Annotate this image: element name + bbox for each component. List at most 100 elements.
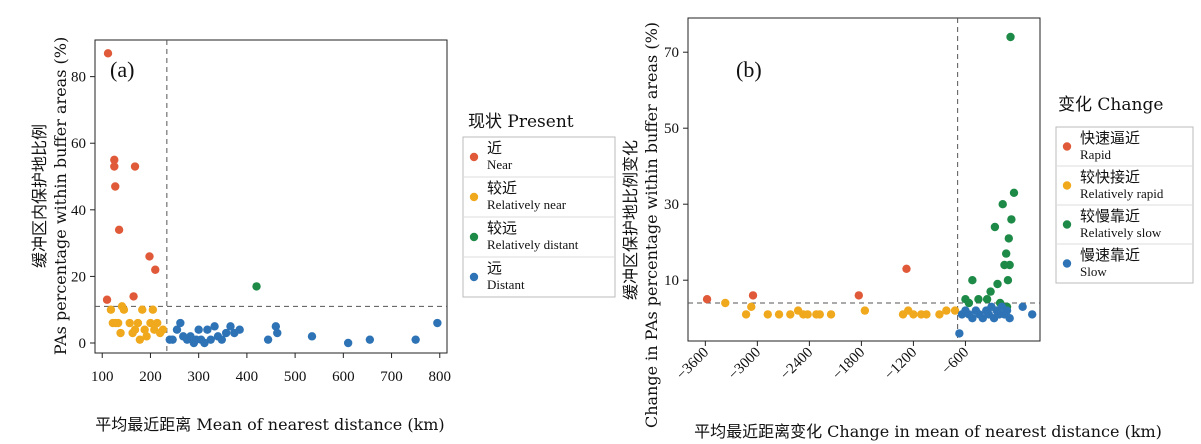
panel-b-x-tick-label: −3600 — [674, 345, 713, 384]
panel-b-plot-area — [687, 17, 1041, 342]
panel-b-point-series-2 — [803, 310, 812, 319]
panel-a-point-series-2 — [140, 325, 149, 334]
panel-b-point-series-2 — [763, 310, 772, 319]
panel-a-y-axis-title-zh: 缓冲区内保护地比例 — [30, 124, 49, 268]
panel-a-point-series-4 — [307, 332, 317, 341]
panel-a-legend-swatch — [469, 152, 479, 162]
panel-b-point-series-3 — [1005, 260, 1014, 270]
panel-a-legend-title: 现状 Present — [468, 112, 574, 132]
panel-a-point-series-4 — [411, 335, 420, 344]
panel-a-legend-label-en: Distant — [487, 277, 525, 292]
panel-b-legend-swatch — [1062, 181, 1072, 190]
panel-a-legend-label-zh: 较远 — [487, 219, 517, 237]
panel-b-legend-swatch — [1062, 220, 1072, 229]
panel-b-point-series-3 — [974, 295, 983, 304]
panel-a-point-series-2 — [158, 325, 168, 334]
panel-b-point-series-2 — [721, 298, 730, 308]
panel-a-legend-label-en: Near — [487, 157, 513, 172]
panel-b-point-series-1 — [702, 295, 712, 304]
panel-b-point-series-4 — [1002, 306, 1012, 315]
panel-a-legend-label-en: Relatively near — [487, 197, 567, 212]
panel-a-point-series-2 — [113, 318, 123, 328]
panel-b-y-tick-label: 30 — [664, 197, 679, 213]
panel-a-point-series-2 — [125, 318, 134, 328]
panel-a-point-series-2 — [116, 328, 125, 338]
panel-a-point-series-1 — [102, 295, 112, 304]
panel-a-point-series-1 — [110, 155, 119, 165]
panel-a-x-tick-label: 500 — [284, 369, 307, 385]
panel-a-point-series-4 — [203, 325, 212, 334]
panel-a-legend-swatch — [469, 232, 479, 242]
panel-b-point-series-3 — [998, 200, 1007, 209]
panel-b-point-series-2 — [786, 310, 795, 319]
panel-b-point-series-3 — [990, 222, 1000, 232]
panel-b-y-axis-title-zh: 缓冲区保护地比例变化 — [621, 140, 640, 300]
panel-a-point-series-4 — [200, 338, 209, 348]
panel-a-x-tick-label: 300 — [187, 369, 210, 385]
panel-b-point-series-4 — [955, 329, 964, 338]
panel-a-point-series-2 — [148, 305, 158, 314]
panel-b-x-tick-label: −1800 — [830, 345, 869, 384]
panel-b-point-series-2 — [815, 310, 824, 319]
panel-a-point-series-3 — [252, 282, 261, 291]
panel-a-x-tick-label: 700 — [380, 369, 403, 385]
panel-b-point-series-1 — [854, 291, 863, 300]
panel-a-x-tick-label: 200 — [139, 369, 162, 385]
panel-b: −3600 −3000 −2400 −1800 −1200 −600 10 30 50 70 (… — [621, 17, 1162, 441]
panel-a-point-series-2 — [142, 332, 151, 341]
panel-a-point-series-1 — [111, 182, 120, 191]
panel-b-point-series-4 — [978, 314, 987, 323]
panel-a-point-series-4 — [235, 325, 244, 334]
panel-a-point-series-4 — [210, 322, 219, 331]
panel-b-legend-swatch — [1062, 259, 1072, 268]
panel-b-y-tick-label: 50 — [664, 121, 679, 137]
panel-b-point-series-2 — [860, 306, 870, 315]
panel-a-legend-swatch — [469, 272, 479, 282]
panel-b-point-series-4 — [1018, 302, 1027, 311]
panel-b-y-tick-label: 70 — [664, 45, 679, 61]
panel-b-point-series-4 — [1027, 310, 1037, 319]
panel-b-legend-label-en: Rapid — [1080, 147, 1112, 162]
panel-b-x-tick-label: −600 — [939, 345, 972, 378]
panel-b-point-series-3 — [986, 287, 995, 296]
panel-a-point-series-1 — [145, 252, 154, 261]
panel-a-point-series-2 — [135, 335, 145, 344]
panel-b-point-series-2 — [741, 310, 751, 319]
panel-a-point-series-2 — [133, 318, 143, 328]
panel-b-point-series-3 — [1003, 276, 1013, 285]
panel-b-x-axis-title: 平均最近距离变化 Change in mean of nearest dista… — [694, 422, 1162, 441]
panel-a-y-tick-label: 60 — [71, 136, 86, 152]
panel-b-point-series-3 — [993, 279, 1002, 289]
panel-a-point-series-4 — [194, 325, 203, 334]
panel-a-legend-label-zh: 远 — [487, 259, 502, 277]
panel-a-point-series-1 — [129, 292, 138, 301]
panel-a-legend-label-en: Relatively distant — [487, 237, 579, 252]
panel-b-x-tick-label: −2400 — [778, 345, 817, 384]
panel-b-legend-swatch — [1062, 142, 1072, 151]
panel-a-x-axis-title: 平均最近距离 Mean of nearest distance (km) — [95, 415, 444, 434]
panel-a-point-series-1 — [103, 49, 113, 58]
panel-b-point-series-2 — [826, 310, 836, 319]
panel-a-point-series-1 — [114, 225, 124, 234]
panel-a-point-series-1 — [110, 162, 119, 171]
panel-b-legend-label-en: Relatively slow — [1080, 225, 1162, 240]
panel-b-point-series-3 — [1004, 234, 1013, 243]
panel-a-point-series-4 — [273, 328, 282, 338]
panel-a-point-series-2 — [153, 318, 162, 328]
panel-a-y-axis-title-en: PAs percentage within buffer areas (%) — [51, 37, 70, 355]
panel-a-point-series-4 — [271, 322, 281, 331]
panel-a-legend-swatch — [469, 192, 479, 202]
panel-a-x-tick-label: 100 — [91, 369, 114, 385]
panel-a-point-series-4 — [168, 335, 177, 344]
panel-a-point-series-2 — [146, 318, 155, 328]
panel-b-x-tick-label: −3000 — [726, 345, 765, 384]
panel-b-y-tick-label: 10 — [664, 273, 679, 289]
panel-a-x-tick-label: 400 — [236, 369, 259, 385]
panel-b-point-series-3 — [1006, 32, 1015, 42]
panel-b-point-series-3 — [1001, 249, 1011, 258]
panel-a-point-series-4 — [263, 335, 273, 344]
panel-a-y-tick-label: 0 — [79, 336, 87, 352]
panel-a-point-series-4 — [433, 318, 442, 328]
